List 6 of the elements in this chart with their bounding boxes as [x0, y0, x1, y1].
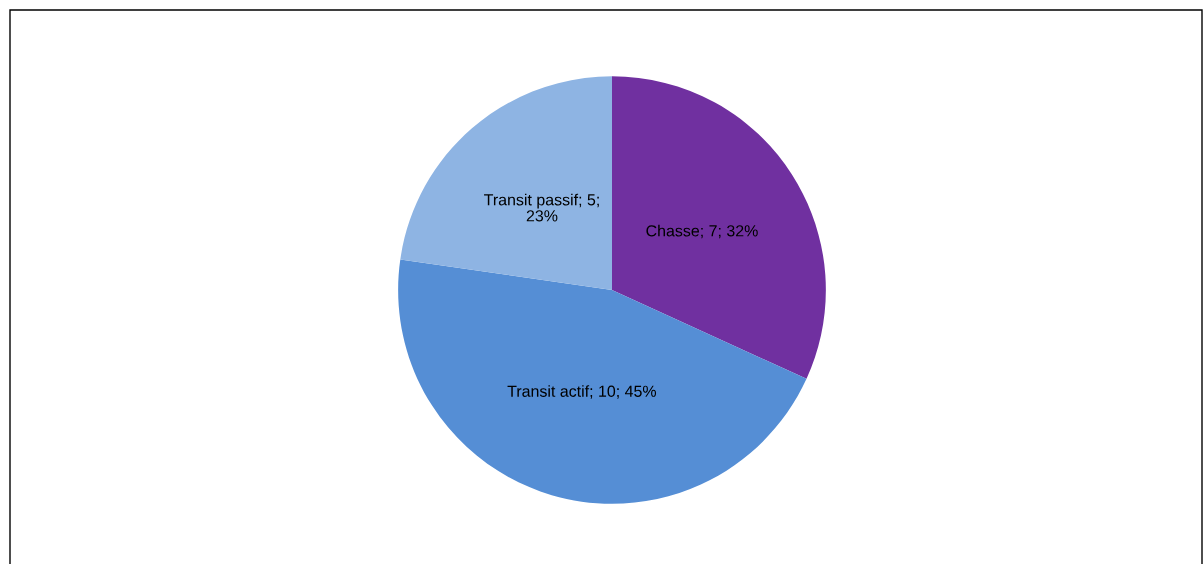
- slice-label: Chasse; 7; 32%: [646, 224, 758, 239]
- slice-label: Transit actif; 10; 45%: [507, 385, 657, 399]
- slice-label: Transit passif; 5; 23%: [484, 193, 599, 222]
- pie-slice: [400, 76, 612, 290]
- pie-slice: [612, 76, 826, 379]
- pie-slice: [398, 259, 807, 504]
